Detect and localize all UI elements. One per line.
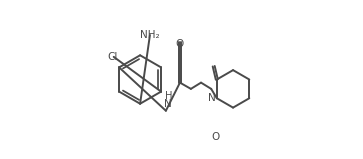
Text: NH₂: NH₂ <box>140 30 160 39</box>
Text: H: H <box>165 91 172 101</box>
Text: Cl: Cl <box>108 52 118 62</box>
Text: N: N <box>164 99 172 109</box>
Text: N: N <box>208 93 216 103</box>
Text: O: O <box>176 39 184 49</box>
Text: O: O <box>212 132 220 142</box>
